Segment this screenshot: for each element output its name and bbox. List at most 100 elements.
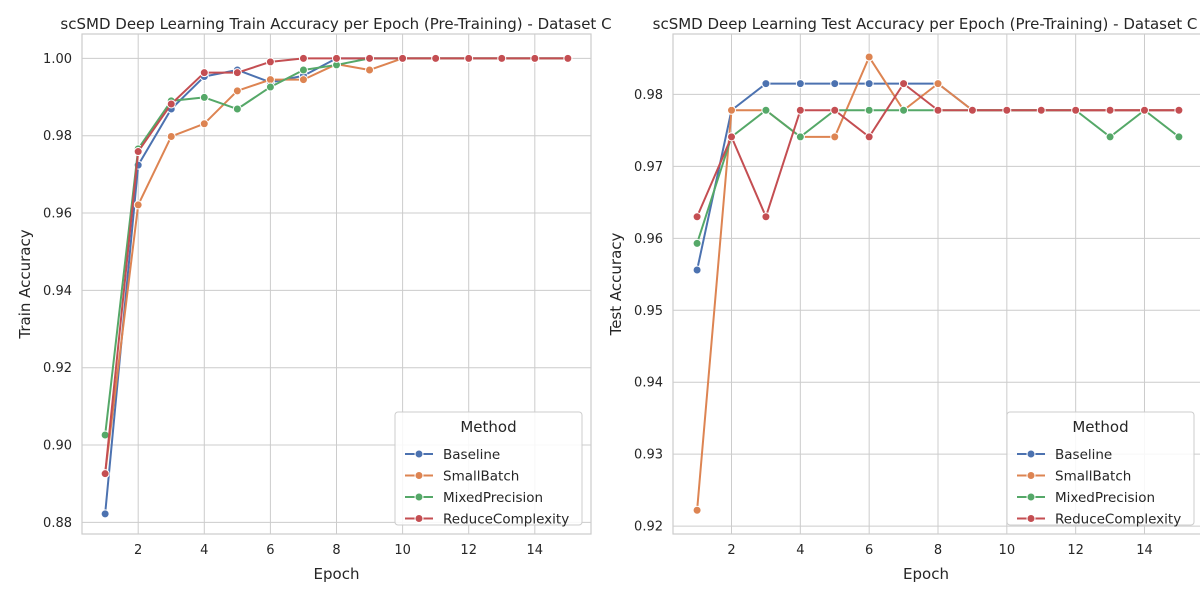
legend-entry-label: MixedPrecision — [1055, 490, 1155, 506]
data-point-smallbatch — [133, 200, 143, 210]
x-tick-label: 4 — [796, 543, 804, 558]
legend-swatch-marker — [1026, 471, 1036, 480]
data-point-smallbatch — [199, 119, 209, 129]
legend: Method Baseline SmallBatch MixedPrecision Re… — [1006, 411, 1195, 528]
x-tick-label: 2 — [727, 543, 735, 558]
x-tick-label: 4 — [200, 543, 208, 558]
x-tick-label: 8 — [332, 543, 340, 558]
x-tick-label: 14 — [527, 543, 544, 558]
x-tick-label: 10 — [394, 543, 411, 558]
y-tick-label: 0.92 — [43, 361, 72, 376]
legend-entry-label: SmallBatch — [443, 469, 519, 485]
y-axis-label: Test Accuracy — [607, 232, 625, 336]
data-point-smallbatch — [933, 79, 943, 89]
data-point-reducecomplexity — [1036, 105, 1046, 115]
data-point-reducecomplexity — [398, 53, 408, 63]
data-point-reducecomplexity — [265, 57, 275, 67]
chart-panel-1: 2 4 6 8 10 12 14 0.88 0.90 0.92 0.94 0.96 0.98 1.00 sc… — [16, 15, 612, 583]
legend-entry-label: SmallBatch — [1055, 469, 1131, 485]
data-point-reducecomplexity — [967, 105, 977, 115]
y-tick-label: 0.92 — [634, 520, 663, 535]
data-point-reducecomplexity — [830, 105, 840, 115]
y-tick-label: 0.97 — [634, 160, 663, 175]
x-tick-label: 12 — [460, 543, 477, 558]
legend-entry-label: Baseline — [443, 447, 500, 463]
plot-area-frame — [81, 33, 592, 535]
x-tick-label: 8 — [934, 543, 942, 558]
data-point-mixedprecision — [899, 105, 909, 115]
data-point-mixedprecision — [1105, 132, 1115, 142]
x-tick-label: 10 — [999, 543, 1016, 558]
data-point-baseline — [795, 79, 805, 89]
y-tick-label: 0.96 — [43, 207, 72, 222]
x-axis-label: Epoch — [903, 565, 949, 583]
data-point-reducecomplexity — [497, 53, 507, 63]
data-point-baseline — [692, 265, 702, 275]
data-point-reducecomplexity — [298, 53, 308, 63]
data-point-smallbatch — [830, 132, 840, 142]
plot-series-group — [692, 52, 1184, 515]
data-point-reducecomplexity — [1105, 105, 1115, 115]
data-point-reducecomplexity — [365, 53, 375, 63]
legend-box — [1006, 411, 1195, 526]
y-tick-label: 0.94 — [634, 376, 663, 391]
data-point-reducecomplexity — [166, 99, 176, 109]
legend-swatch-marker — [1026, 449, 1036, 459]
y-tick-label: 0.98 — [634, 88, 663, 103]
x-tick-label: 12 — [1067, 543, 1084, 558]
data-point-reducecomplexity — [100, 469, 110, 479]
data-point-reducecomplexity — [1071, 105, 1081, 115]
data-point-reducecomplexity — [530, 53, 540, 63]
data-point-smallbatch — [265, 75, 275, 85]
legend-entry-label: ReduceComplexity — [1055, 512, 1181, 528]
legend-entry-label: MixedPrecision — [443, 490, 543, 506]
legend: Method Baseline SmallBatch MixedPrecision Re… — [394, 411, 583, 528]
data-point-reducecomplexity — [933, 105, 943, 115]
data-point-smallbatch — [692, 505, 702, 515]
data-point-reducecomplexity — [795, 105, 805, 115]
data-point-reducecomplexity — [761, 212, 771, 222]
data-point-reducecomplexity — [133, 147, 143, 157]
data-point-baseline — [864, 79, 874, 89]
data-point-reducecomplexity — [864, 132, 874, 142]
data-point-smallbatch — [298, 75, 308, 85]
x-tick-label: 6 — [266, 543, 274, 558]
y-tick-label: 0.93 — [634, 448, 663, 463]
data-point-reducecomplexity — [727, 132, 737, 142]
chart-title: scSMD Deep Learning Test Accuracy per Ep… — [653, 15, 1198, 33]
plot-area-frame — [672, 33, 1200, 535]
x-tick-label: 2 — [134, 543, 142, 558]
legend-swatch-marker — [414, 449, 424, 459]
data-point-mixedprecision — [199, 92, 209, 102]
data-point-smallbatch — [365, 65, 375, 75]
y-tick-label: 1.00 — [43, 52, 72, 67]
data-point-reducecomplexity — [464, 53, 474, 63]
plot-series-group — [100, 53, 573, 519]
data-point-mixedprecision — [795, 132, 805, 142]
data-point-smallbatch — [232, 86, 242, 96]
legend-entry-label: Baseline — [1055, 447, 1112, 463]
y-tick-label: 0.98 — [43, 129, 72, 144]
data-point-baseline — [761, 79, 771, 89]
data-point-mixedprecision — [298, 65, 308, 75]
legend-swatch-marker — [1026, 514, 1036, 523]
data-point-mixedprecision — [232, 104, 242, 114]
y-tick-label: 0.94 — [43, 284, 72, 299]
data-point-reducecomplexity — [232, 68, 242, 78]
y-tick-label: 0.96 — [634, 232, 663, 247]
data-point-smallbatch — [166, 131, 176, 141]
data-point-mixedprecision — [692, 238, 702, 248]
legend-title: Method — [1072, 418, 1128, 436]
x-tick-label: 6 — [865, 543, 873, 558]
data-point-reducecomplexity — [692, 212, 702, 222]
chart-title: scSMD Deep Learning Train Accuracy per E… — [60, 15, 611, 33]
legend-entry-label: ReduceComplexity — [443, 512, 569, 528]
x-axis-label: Epoch — [314, 565, 360, 583]
data-point-baseline — [830, 79, 840, 89]
legend-title: Method — [460, 418, 516, 436]
data-point-reducecomplexity — [1174, 105, 1184, 115]
y-tick-label: 0.88 — [43, 516, 72, 531]
chart-panel-2: 2 4 6 8 10 12 14 0.92 0.93 0.94 0.95 0.96 0.97 0.98 sc… — [607, 15, 1200, 583]
y-axis-label: Train Accuracy — [16, 229, 34, 339]
